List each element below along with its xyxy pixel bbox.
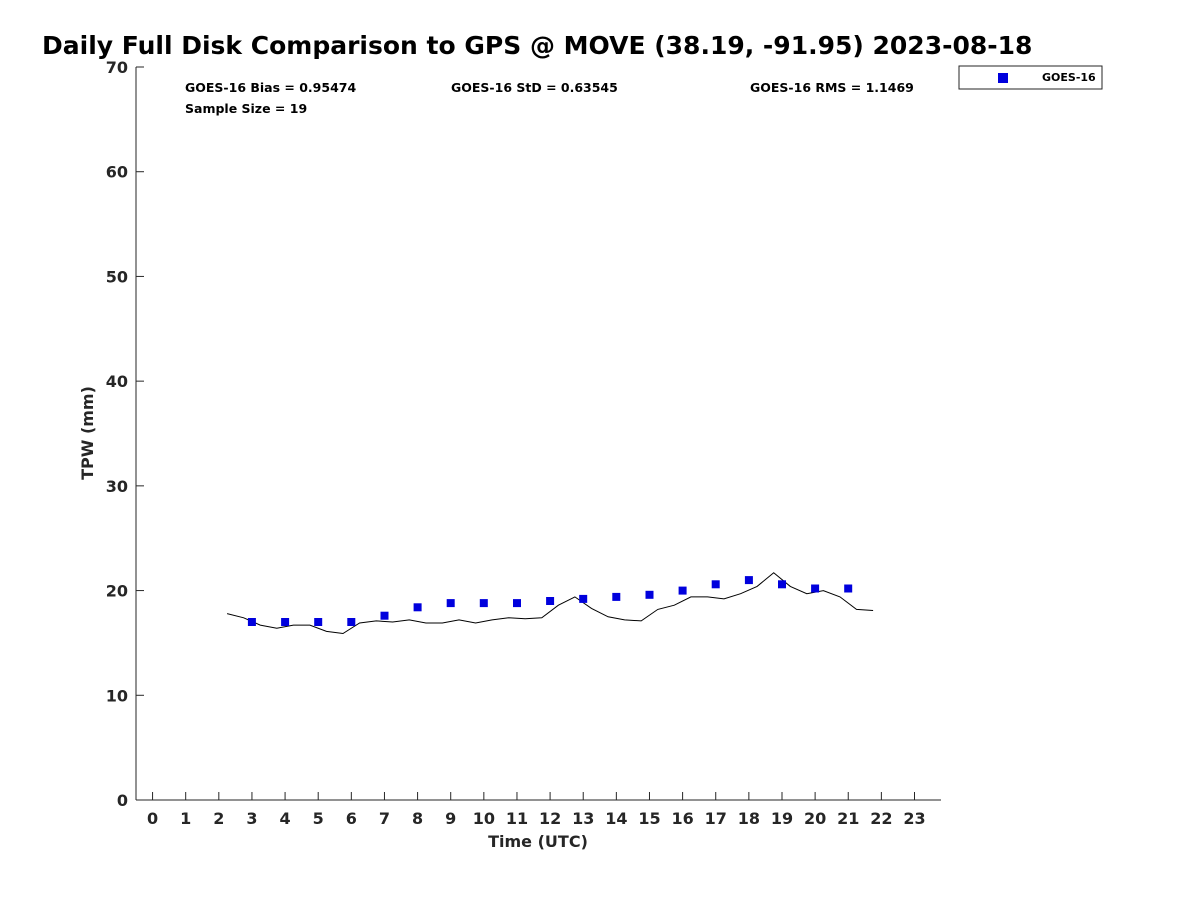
x-tick-label: 3 bbox=[246, 809, 257, 828]
x-tick-label: 18 bbox=[738, 809, 760, 828]
stat-std: GOES-16 StD = 0.63545 bbox=[451, 80, 618, 95]
x-tick-label: 19 bbox=[771, 809, 793, 828]
goes16-data-point bbox=[513, 599, 521, 608]
goes16-data-point bbox=[844, 584, 853, 593]
goes16-data-point bbox=[314, 618, 323, 626]
chart-title: Daily Full Disk Comparison to GPS @ MOVE… bbox=[42, 31, 1032, 60]
y-tick-label: 60 bbox=[106, 163, 128, 182]
x-tick-label: 20 bbox=[804, 809, 826, 828]
y-tick-label: 50 bbox=[106, 267, 128, 286]
y-ticks: 0 10 20 30 40 50 60 70 bbox=[106, 58, 144, 810]
goes16-data-point bbox=[281, 618, 290, 626]
x-ticks: 0 1 2 3 4 5 6 7 8 9 10 11 12 13 14 15 16 17 18 19 20 21 22 23 bbox=[147, 792, 926, 828]
x-tick-label: 6 bbox=[346, 809, 357, 828]
goes16-data-point bbox=[678, 586, 687, 595]
gps-tpw-line bbox=[226, 572, 874, 635]
x-tick-label: 8 bbox=[412, 809, 423, 828]
goes16-data-point bbox=[380, 611, 389, 620]
goes16-data-point bbox=[546, 597, 555, 605]
y-tick-label: 30 bbox=[106, 477, 128, 496]
stat-bias: GOES-16 Bias = 0.95474 bbox=[185, 80, 356, 95]
x-tick-label: 12 bbox=[539, 809, 561, 828]
x-axis-label: Time (UTC) bbox=[488, 832, 588, 851]
x-tick-label: 23 bbox=[903, 809, 925, 828]
y-tick-label: 40 bbox=[106, 372, 128, 391]
goes16-data-point bbox=[612, 592, 621, 601]
goes16-data-point bbox=[247, 618, 256, 626]
legend: GOES-16 bbox=[958, 65, 1103, 90]
goes16-data-point bbox=[744, 576, 753, 585]
goes16-data-point bbox=[446, 599, 455, 608]
y-tick-label: 10 bbox=[106, 686, 128, 705]
goes16-data-point bbox=[778, 580, 786, 589]
x-tick-label: 11 bbox=[506, 809, 528, 828]
goes16-marker-layer bbox=[247, 576, 853, 626]
y-tick-label: 0 bbox=[117, 791, 128, 810]
y-axis-label: TPW (mm) bbox=[78, 386, 97, 480]
gps-line-layer bbox=[226, 572, 874, 635]
x-tick-label: 10 bbox=[473, 809, 495, 828]
goes16-data-point bbox=[347, 618, 356, 626]
goes16-data-point bbox=[811, 584, 820, 593]
goes16-data-point bbox=[413, 603, 422, 612]
x-tick-label: 1 bbox=[180, 809, 191, 828]
x-tick-label: 16 bbox=[671, 809, 693, 828]
y-tick-label: 70 bbox=[106, 58, 128, 77]
x-tick-label: 22 bbox=[870, 809, 892, 828]
x-tick-label: 15 bbox=[638, 809, 660, 828]
x-tick-label: 9 bbox=[445, 809, 456, 828]
stat-sample-size: Sample Size = 19 bbox=[185, 101, 307, 116]
x-tick-label: 21 bbox=[837, 809, 859, 828]
x-tick-label: 4 bbox=[280, 809, 291, 828]
axes bbox=[135, 67, 941, 801]
x-tick-label: 5 bbox=[313, 809, 324, 828]
goes16-data-point bbox=[479, 599, 488, 608]
x-tick-label: 2 bbox=[213, 809, 224, 828]
legend-box bbox=[958, 65, 1103, 90]
y-tick-label: 20 bbox=[106, 582, 128, 601]
goes16-data-point bbox=[711, 580, 720, 589]
x-tick-label: 14 bbox=[605, 809, 627, 828]
legend-label-goes16: GOES-16 bbox=[1042, 71, 1096, 84]
goes16-data-point bbox=[645, 590, 654, 599]
x-tick-label: 7 bbox=[379, 809, 390, 828]
stats-block: GOES-16 Bias = 0.95474 GOES-16 StD = 0.6… bbox=[185, 80, 914, 116]
goes16-data-point bbox=[579, 594, 588, 603]
x-tick-label: 13 bbox=[572, 809, 594, 828]
stat-rms: GOES-16 RMS = 1.1469 bbox=[750, 80, 914, 95]
x-tick-label: 17 bbox=[705, 809, 727, 828]
legend-marker-goes16 bbox=[998, 73, 1008, 83]
x-tick-label: 0 bbox=[147, 809, 158, 828]
